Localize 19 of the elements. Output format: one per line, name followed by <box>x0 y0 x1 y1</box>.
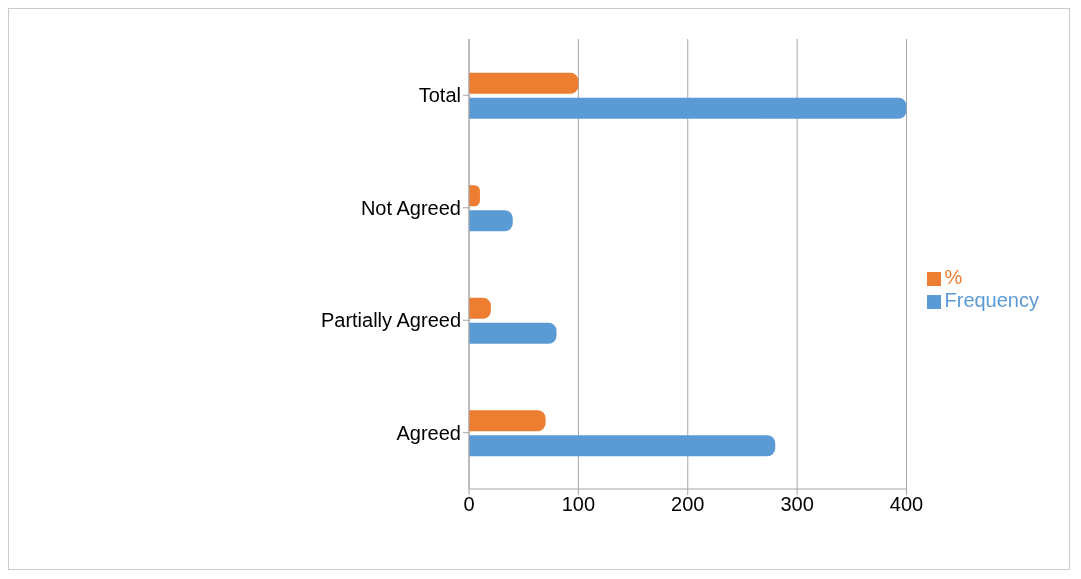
bar <box>469 435 776 457</box>
bar <box>469 185 480 207</box>
x-tick-label: 400 <box>889 493 924 516</box>
bar <box>469 210 513 232</box>
legend-label: % <box>944 266 963 288</box>
y-tick-label: Not Agreed <box>360 196 461 219</box>
x-tick-label: 100 <box>561 493 596 516</box>
x-tick-label: 0 <box>463 493 475 516</box>
bar <box>469 72 579 94</box>
x-tick-label: 300 <box>780 493 814 516</box>
legend-label: Frequency <box>944 289 1039 311</box>
y-tick-label: Agreed <box>396 421 461 444</box>
bar <box>469 322 557 344</box>
bar <box>469 297 491 319</box>
bar <box>469 410 546 432</box>
y-tick-label: Partially Agreed <box>320 309 461 332</box>
y-tick-label: Total <box>418 84 461 107</box>
bar <box>469 97 907 119</box>
x-tick-label: 200 <box>671 493 705 516</box>
